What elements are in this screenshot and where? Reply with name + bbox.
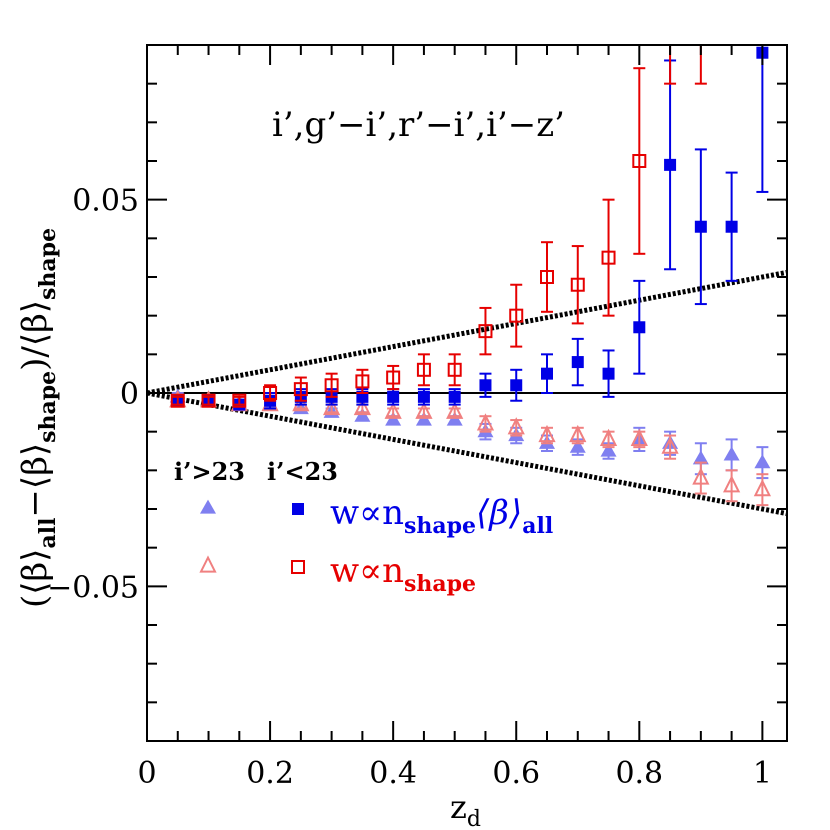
data-point-open-square: [601, 250, 616, 265]
data-point-filled-square: [541, 367, 553, 380]
series-filled-square: [171, 45, 769, 411]
data-point-filled-square: [448, 390, 461, 403]
x-tick-label: 0.4: [369, 756, 417, 791]
data-point-open-triangle: [446, 401, 464, 419]
plot-area: [147, 0, 787, 517]
data-point-open-square: [509, 308, 524, 323]
data-point-filled-square: [417, 390, 430, 403]
data-point-filled-square: [571, 356, 584, 369]
data-point-filled-triangle: [600, 442, 617, 457]
series-open-triangle: [169, 390, 772, 507]
x-axis-title-sub: d: [467, 807, 481, 830]
data-point-open-triangle: [630, 428, 648, 446]
data-point-filled-square: [510, 379, 523, 392]
data-point-open-square: [293, 382, 308, 397]
data-point-open-square: [664, 0, 676, 12]
upper-dotted-line: [147, 269, 787, 396]
data-point-filled-square: [694, 220, 707, 233]
legend-weighted-sub: shape: [404, 513, 476, 539]
lower-dotted-line: [147, 390, 787, 517]
data-point-open-square: [170, 393, 185, 408]
legend-faint-header: i’>23: [174, 457, 245, 486]
x-tick-label: 0.2: [246, 756, 294, 791]
data-point-open-triangle: [569, 424, 587, 443]
legend-label-weighted: w∝nshape⟨β⟩all: [330, 493, 553, 539]
data-point-open-triangle: [661, 436, 679, 454]
data-point-open-triangle: [415, 401, 433, 419]
data-point-filled-triangle: [723, 446, 740, 461]
data-point-filled-square: [387, 390, 400, 403]
data-point-open-square: [355, 374, 370, 389]
data-point-open-square: [540, 270, 554, 284]
data-point-open-triangle: [384, 401, 402, 419]
data-point-filled-triangle: [569, 438, 586, 453]
legend-weighted-suffix-sub: all: [522, 513, 553, 539]
legend-marker-filled-square: [292, 503, 304, 515]
data-point-open-triangle: [292, 393, 310, 412]
y-axis-title-sub1: all: [35, 518, 61, 549]
legend-markers: [199, 499, 305, 574]
y-axis-title-p2: −⟨β⟩: [15, 443, 55, 518]
data-point-filled-square: [725, 220, 738, 233]
data-point-filled-triangle: [692, 450, 709, 465]
data-point-open-square: [570, 277, 585, 292]
data-point-filled-triangle: [754, 454, 771, 469]
y-axis-title: (⟨β⟩all−⟨β⟩shape)/⟨β⟩shape: [15, 228, 61, 608]
data-point-filled-square: [479, 379, 492, 392]
y-axis-title-sub2: shape: [35, 371, 61, 443]
plot-content: [147, 0, 787, 517]
data-point-filled-square: [602, 367, 615, 380]
data-point-open-square: [632, 154, 647, 168]
data-point-open-triangle: [538, 424, 556, 443]
axes: 0 0.2 0.4 0.6 0.8 1 −0.05 0 0.05: [47, 44, 788, 791]
data-point-open-triangle: [722, 475, 741, 493]
data-point-open-square: [201, 393, 216, 408]
legend-label-shape: w∝nshape: [330, 551, 476, 597]
legend-weighted-suffix: ⟨β⟩: [476, 493, 522, 533]
legend-dark-header: i’<23: [267, 457, 338, 486]
y-axis-title-p3: )/⟨β⟩: [15, 300, 55, 371]
data-point-open-square: [478, 324, 493, 339]
data-point-open-square: [324, 378, 339, 393]
y-tick-label: −0.05: [47, 570, 139, 605]
data-point-open-triangle: [476, 413, 495, 431]
data-point-open-square: [447, 362, 462, 377]
y-axis-title-p1: (⟨β⟩: [15, 549, 55, 608]
legend-weighted-main: w∝n: [330, 493, 404, 533]
y-axis-title-sub3: shape: [35, 228, 61, 300]
x-axis-title: zd: [450, 788, 481, 830]
series-open-square: [170, 0, 707, 408]
data-point-filled-square: [633, 321, 646, 334]
data-point-open-triangle: [353, 397, 372, 416]
y-tick-label: 0.05: [72, 184, 139, 219]
data-point-open-square: [232, 393, 247, 408]
data-point-open-square: [263, 386, 278, 400]
x-axis-title-main: z: [450, 788, 467, 826]
data-point-open-triangle: [599, 428, 618, 446]
legend-shape-sub: shape: [404, 571, 476, 597]
legend: i’>23 i’<23 w∝nshape⟨β⟩all w∝nshape: [174, 457, 553, 597]
data-point-open-triangle: [507, 417, 525, 435]
data-point-filled-square: [664, 158, 677, 171]
x-tick-label: 0.6: [492, 756, 540, 791]
legend-marker-open-square: [291, 560, 305, 574]
y-tick-label: 0: [120, 377, 139, 412]
legend-marker-filled-triangle: [200, 499, 216, 514]
legend-shape-main: w∝n: [330, 551, 404, 591]
x-tick-label: 0.8: [615, 756, 663, 791]
data-point-open-square: [416, 362, 431, 377]
x-tick-label: 0: [137, 756, 156, 791]
x-tick-label: 1: [753, 756, 772, 791]
filter-set-annotation: i’,g’−i’,r’−i’,i’−z’: [272, 105, 565, 145]
series-filled-triangle: [169, 388, 771, 480]
data-point-open-square: [386, 370, 401, 385]
data-point-open-triangle: [692, 467, 710, 485]
data-point-open-triangle: [322, 397, 341, 416]
data-point-open-triangle: [753, 479, 772, 497]
data-point-open-square: [695, 0, 707, 12]
legend-marker-open-triangle: [199, 555, 217, 573]
